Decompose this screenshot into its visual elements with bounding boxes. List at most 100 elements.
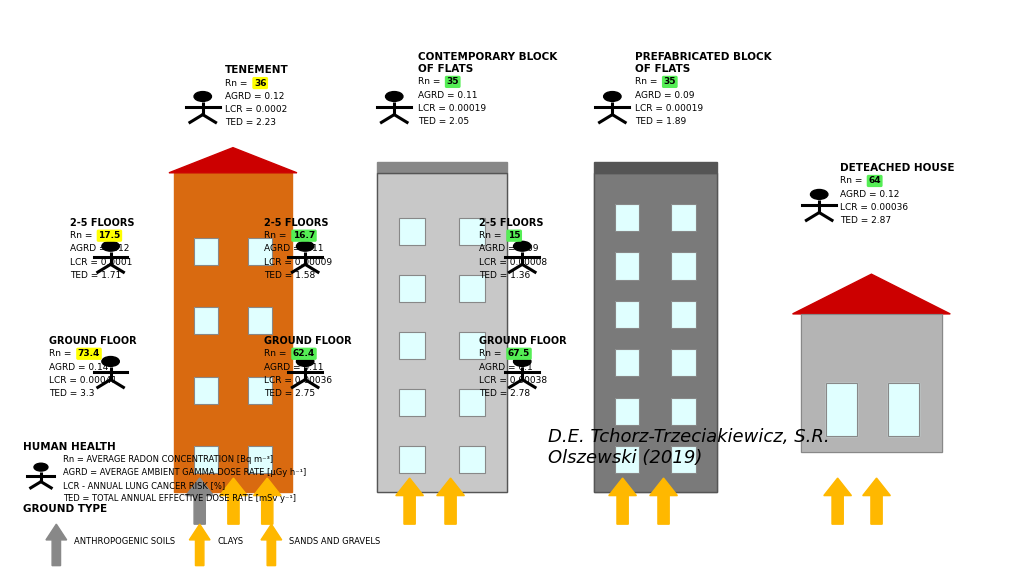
- Bar: [672, 301, 696, 328]
- Bar: [399, 332, 425, 359]
- Text: AGRD = 0.12: AGRD = 0.12: [225, 92, 285, 101]
- Bar: [459, 218, 484, 245]
- FancyArrow shape: [186, 478, 214, 524]
- Text: Rn =: Rn =: [264, 231, 290, 240]
- Bar: [399, 389, 425, 416]
- Text: LCR = 0.00019: LCR = 0.00019: [635, 104, 703, 113]
- Bar: [614, 252, 639, 279]
- Bar: [195, 307, 218, 334]
- Bar: [248, 446, 271, 473]
- Text: GROUND FLOOR: GROUND FLOOR: [49, 336, 137, 346]
- Bar: [672, 397, 696, 425]
- Bar: [195, 307, 218, 334]
- Text: 17.5: 17.5: [98, 231, 121, 240]
- Bar: [459, 332, 484, 359]
- Text: TED = 3.3: TED = 3.3: [49, 389, 94, 398]
- Bar: [195, 238, 218, 265]
- FancyArrow shape: [189, 524, 210, 566]
- Bar: [174, 173, 292, 492]
- FancyArrow shape: [823, 478, 851, 524]
- Text: LCR = 0.00009: LCR = 0.00009: [264, 257, 333, 267]
- Text: 2-5 FLOORS: 2-5 FLOORS: [264, 218, 329, 228]
- Text: Rn =: Rn =: [70, 231, 95, 240]
- Text: LCR = 0.00038: LCR = 0.00038: [479, 376, 548, 385]
- Text: 2-5 FLOORS: 2-5 FLOORS: [70, 218, 134, 228]
- Text: LCR = 0.00041: LCR = 0.00041: [49, 376, 117, 385]
- Bar: [399, 218, 425, 245]
- Text: AGRD = 0.11: AGRD = 0.11: [264, 362, 324, 372]
- Text: Rn =: Rn =: [840, 176, 865, 185]
- FancyArrow shape: [436, 478, 465, 524]
- Bar: [459, 446, 484, 473]
- Circle shape: [102, 357, 119, 366]
- Bar: [248, 377, 271, 404]
- Text: TED = 2.05: TED = 2.05: [418, 117, 469, 126]
- Bar: [614, 349, 639, 377]
- FancyArrow shape: [46, 524, 67, 566]
- Text: TED = 2.23: TED = 2.23: [225, 118, 276, 127]
- Text: 16.7: 16.7: [293, 231, 315, 240]
- Bar: [195, 377, 218, 404]
- Text: Rn =: Rn =: [479, 349, 505, 358]
- Bar: [248, 307, 271, 334]
- Text: SANDS AND GRAVELS: SANDS AND GRAVELS: [289, 537, 380, 546]
- Text: TENEMENT: TENEMENT: [225, 65, 289, 75]
- Text: LCR = 0.00008: LCR = 0.00008: [479, 257, 548, 267]
- Bar: [672, 446, 696, 473]
- Circle shape: [385, 92, 403, 101]
- FancyArrow shape: [608, 478, 636, 524]
- Bar: [399, 275, 425, 302]
- Bar: [614, 301, 639, 328]
- Polygon shape: [169, 147, 297, 173]
- Text: TED = 1.71: TED = 1.71: [70, 271, 121, 280]
- Text: Rn =: Rn =: [264, 349, 290, 358]
- Bar: [801, 314, 942, 452]
- Text: CLAYS: CLAYS: [217, 537, 244, 546]
- Text: GROUND FLOOR: GROUND FLOOR: [264, 336, 352, 346]
- Bar: [195, 446, 218, 473]
- Text: PREFABRICATED BLOCK: PREFABRICATED BLOCK: [635, 52, 771, 62]
- Bar: [672, 204, 696, 231]
- Text: AGRD = 0.09: AGRD = 0.09: [479, 244, 539, 253]
- Bar: [672, 397, 696, 425]
- Text: GROUND FLOOR: GROUND FLOOR: [479, 336, 567, 346]
- FancyArrow shape: [261, 524, 282, 566]
- Text: Rn = AVERAGE RADON CONCENTRATION [Bq m⁻³]: Rn = AVERAGE RADON CONCENTRATION [Bq m⁻³…: [63, 454, 273, 464]
- Bar: [889, 383, 920, 435]
- Circle shape: [297, 241, 313, 251]
- Text: LCR - ANNUAL LUNG CANCER RISK [%]: LCR - ANNUAL LUNG CANCER RISK [%]: [63, 481, 225, 490]
- Bar: [399, 218, 425, 245]
- FancyArrow shape: [219, 478, 248, 524]
- Text: TED = 2.75: TED = 2.75: [264, 389, 315, 398]
- Bar: [672, 446, 696, 473]
- Text: LCR = 0.00019: LCR = 0.00019: [418, 104, 486, 113]
- Text: AGRD = 0.12: AGRD = 0.12: [840, 190, 899, 199]
- Bar: [594, 173, 717, 492]
- Text: Rn =: Rn =: [225, 78, 251, 88]
- Bar: [801, 314, 942, 452]
- Text: LCR = 0.00036: LCR = 0.00036: [840, 203, 908, 212]
- Bar: [889, 383, 920, 435]
- Circle shape: [34, 463, 48, 471]
- Text: Rn =: Rn =: [635, 77, 660, 86]
- Bar: [614, 301, 639, 328]
- Bar: [672, 349, 696, 377]
- Text: 62.4: 62.4: [293, 349, 315, 358]
- Bar: [248, 446, 271, 473]
- Text: TED = 1.89: TED = 1.89: [635, 117, 686, 126]
- Bar: [377, 173, 507, 492]
- Text: 15: 15: [508, 231, 520, 240]
- Text: TED = 1.58: TED = 1.58: [264, 271, 315, 280]
- Bar: [614, 397, 639, 425]
- Bar: [248, 377, 271, 404]
- Text: OF FLATS: OF FLATS: [418, 64, 473, 74]
- Bar: [459, 389, 484, 416]
- Text: D.E. Tchorz-Trzeciakiewicz, S.R.
Olszewski (2019): D.E. Tchorz-Trzeciakiewicz, S.R. Olszews…: [548, 428, 829, 467]
- Bar: [459, 275, 484, 302]
- Polygon shape: [793, 274, 950, 314]
- Circle shape: [195, 92, 212, 101]
- Text: 35: 35: [664, 77, 676, 86]
- Text: ANTHROPOGENIC SOILS: ANTHROPOGENIC SOILS: [74, 537, 175, 546]
- Bar: [614, 397, 639, 425]
- Bar: [459, 446, 484, 473]
